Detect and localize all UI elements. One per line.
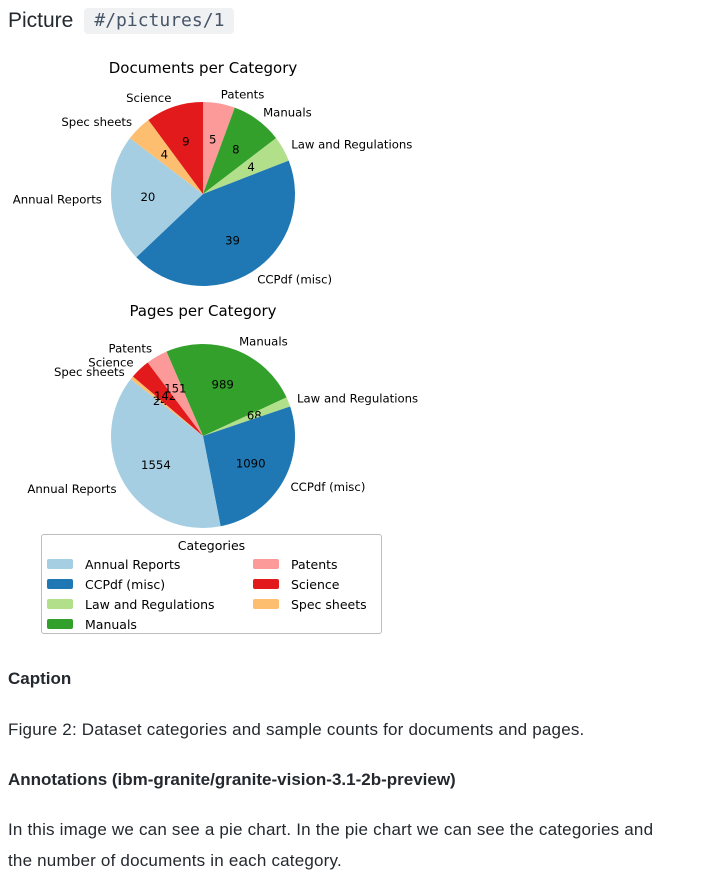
- slice-label-annual-reports: Annual Reports: [27, 482, 116, 496]
- slice-value-ccpdf-misc: 39: [225, 234, 240, 248]
- pie-chart-documents-per-category: Documents per Category 5 Patents 8 Manuals 4 L…: [13, 59, 413, 287]
- legend-item-label: Spec sheets: [291, 596, 367, 612]
- slice-value-law-and-regulations: 4: [247, 160, 254, 174]
- legend-grid: Annual Reports CCPdf (misc) Law and Regula…: [42, 554, 381, 634]
- pie-slice-manuals: [203, 107, 277, 194]
- legend-item-label: Law and Regulations: [85, 596, 215, 612]
- legend-item-spec-sheets: Spec sheets: [253, 594, 381, 614]
- pie-slice-patents: [203, 102, 235, 194]
- json-path-chip: #/pictures/1: [84, 8, 235, 34]
- legend-swatch-ccpdf-misc: [47, 579, 73, 589]
- chart-title: Documents per Category: [109, 59, 298, 77]
- legend-item-law-and-regulations: Law and Regulations: [47, 594, 253, 614]
- legend-item-label: Manuals: [85, 616, 137, 632]
- legend-swatch-manuals: [47, 619, 73, 629]
- legend-swatch-patents: [253, 559, 279, 569]
- slice-value-annual-reports: 1554: [141, 458, 171, 472]
- legend-item-label: Patents: [291, 556, 338, 572]
- slice-value-manuals: 989: [212, 377, 234, 391]
- slice-label-science: Science: [88, 355, 133, 369]
- pie-slice-annual-reports: [111, 379, 221, 529]
- legend-swatch-law-and-regulations: [47, 599, 73, 609]
- slice-label-law-and-regulations: Law and Regulations: [297, 392, 418, 406]
- slice-label-spec-sheets: Spec sheets: [61, 115, 132, 129]
- slice-value-manuals: 8: [232, 143, 239, 157]
- pie-slice-law-and-regulations: [203, 397, 291, 436]
- legend-item-manuals: Manuals: [47, 614, 253, 634]
- chart-legend: Categories Annual Reports CCPdf (misc) Law…: [41, 534, 382, 634]
- legend-swatch-annual-reports: [47, 559, 73, 569]
- pie-slice-science: [132, 362, 203, 436]
- legend-title: Categories: [177, 538, 246, 553]
- slice-label-law-and-regulations: Law and Regulations: [291, 137, 412, 151]
- pie-slice-science: [148, 102, 203, 194]
- slice-value-annual-reports: 20: [140, 190, 155, 204]
- pie-slice-manuals: [166, 344, 287, 436]
- legend-item-science: Science: [253, 574, 381, 594]
- slice-label-ccpdf-misc: CCPdf (misc): [291, 480, 366, 494]
- legend-item-label: Annual Reports: [85, 556, 181, 572]
- slice-label-patents: Patents: [109, 342, 153, 356]
- slice-label-spec-sheets: Spec sheets: [54, 365, 125, 379]
- caption-heading: Caption: [8, 669, 72, 688]
- slice-label-science: Science: [126, 91, 171, 105]
- legend-item-label: CCPdf (misc): [85, 576, 166, 592]
- pie-slice-annual-reports: [111, 138, 203, 258]
- pie-slice-law-and-regulations: [203, 138, 289, 194]
- slice-label-manuals: Manuals: [263, 106, 312, 120]
- legend-item-patents: Patents: [253, 554, 381, 574]
- legend-swatch-spec-sheets: [253, 599, 279, 609]
- legend-item-ccpdf-misc: CCPdf (misc): [47, 574, 253, 594]
- slice-value-patents: 5: [209, 133, 216, 147]
- legend-swatch-science: [253, 579, 279, 589]
- annotations-heading: Annotations (ibm-granite/granite-vision-…: [8, 770, 456, 789]
- pie-slice-patents: [147, 351, 203, 436]
- annotation-text-line: the number of documents in each category…: [8, 851, 342, 870]
- slice-label-patents: Patents: [221, 87, 265, 101]
- slice-label-manuals: Manuals: [239, 335, 288, 349]
- slice-value-science: 9: [182, 135, 189, 149]
- slice-label-annual-reports: Annual Reports: [13, 192, 102, 206]
- slice-label-ccpdf-misc: CCPdf (misc): [257, 273, 332, 287]
- picture-header: Picture #/pictures/1: [8, 6, 235, 36]
- slice-value-ccpdf-misc: 1090: [236, 457, 266, 471]
- picture-title: Picture: [8, 9, 74, 32]
- pie-slice-spec-sheets: [130, 376, 203, 436]
- legend-item-label: Science: [291, 576, 340, 592]
- pie-slice-ccpdf-misc: [203, 406, 296, 527]
- slice-value-patents: 151: [164, 381, 186, 395]
- chart-title: Pages per Category: [129, 302, 276, 320]
- pie-slice-ccpdf-misc: [136, 160, 295, 286]
- annotation-text-line: In this image we can see a pie chart. In…: [8, 820, 654, 839]
- annotation-text: In this image we can see a pie chart. In…: [8, 814, 653, 876]
- legend-item-annual-reports: Annual Reports: [47, 554, 253, 574]
- pie-slice-spec-sheets: [129, 119, 203, 194]
- caption-text: Figure 2: Dataset categories and sample …: [8, 720, 585, 739]
- slice-value-spec-sheets: 4: [161, 148, 168, 162]
